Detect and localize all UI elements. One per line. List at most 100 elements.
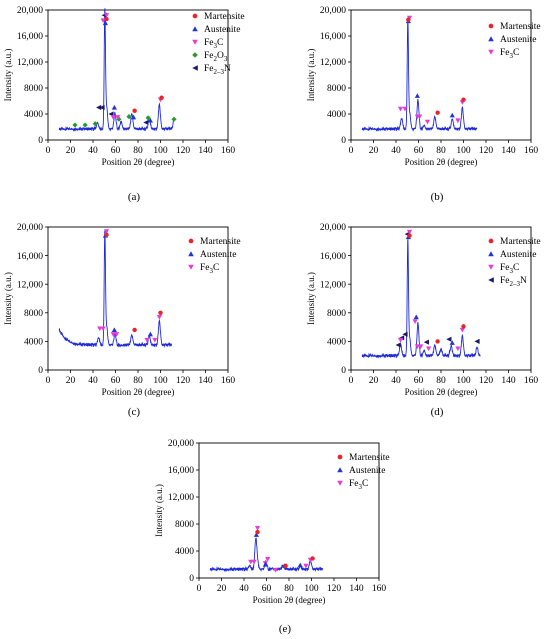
y-tick-label: 4000 — [327, 110, 346, 120]
phase-marker-fe2o3 — [171, 116, 177, 122]
legend-marker-fe2-3n — [488, 277, 494, 283]
y-tick-label: 16,000 — [17, 252, 43, 262]
phase-marker-martensite — [104, 16, 109, 22]
phase-marker-fe2o3 — [92, 121, 98, 127]
y-tick-label: 20,000 — [320, 223, 346, 233]
x-axis-label: Position 2θ (degree) — [102, 387, 175, 397]
x-tick-label: 40 — [391, 146, 401, 156]
phase-marker-fe2o3 — [145, 115, 151, 121]
legend-marker-martensite — [188, 238, 194, 244]
y-tick-label: 8000 — [24, 309, 43, 319]
phase-marker-fe2-3n — [474, 338, 480, 344]
legend-label-martensite: Martensite — [200, 237, 241, 247]
phase-marker-fe2-3n — [143, 119, 149, 126]
chart-panel-a: 0 20 40 60 80 100 120 140 160 0 4000 8000 12,000 16,0… — [3, 6, 245, 203]
legend-marker-martensite — [192, 13, 198, 19]
legend-label-austenite: Austenite — [349, 466, 385, 476]
legend-label-martensite: Martensite — [349, 453, 390, 463]
x-tick-label: 100 — [456, 376, 471, 386]
x-tick-label: 160 — [524, 376, 539, 386]
phase-marker-fe3c — [455, 346, 461, 352]
x-tick-label: 80 — [284, 584, 294, 594]
y-tick-label: 20,000 — [320, 6, 346, 16]
x-tick-label: 160 — [372, 584, 387, 594]
y-tick-label: 20,000 — [17, 6, 43, 16]
x-tick-label: 60 — [414, 376, 424, 386]
phase-marker-fe2-3n — [399, 335, 405, 341]
x-tick-label: 40 — [88, 146, 98, 156]
phase-marker-austenite — [147, 331, 153, 337]
panel-label: (e) — [279, 623, 292, 635]
phase-marker-martensite — [132, 327, 137, 333]
plot-frame — [198, 442, 380, 579]
y-tick-label: 4000 — [24, 110, 43, 120]
x-tick-label: 60 — [111, 146, 121, 156]
phase-marker-fe3c — [424, 119, 431, 125]
legend-label-martensite: Martensite — [500, 237, 541, 247]
phase-marker-fe3c — [152, 337, 158, 343]
legend-label-martensite: Martensite — [204, 12, 245, 22]
phase-marker-martensite — [407, 233, 412, 238]
phase-marker-fe3c — [459, 327, 465, 333]
x-tick-label: 0 — [349, 146, 354, 156]
legend-label-fe3c: Fe3C — [204, 38, 223, 50]
phase-marker-fe3c — [455, 118, 461, 124]
y-tick-label: 12,000 — [320, 58, 346, 68]
phase-marker-fe3c — [100, 326, 106, 332]
x-tick-label: 80 — [436, 146, 446, 156]
phase-marker-fe3c — [414, 344, 420, 350]
phase-marker-fe3c — [265, 557, 271, 562]
y-axis-label: Intensity (a.u.) — [3, 49, 13, 102]
y-tick-label: 0 — [189, 574, 194, 584]
phase-marker-fe3c — [397, 337, 404, 343]
legend-marker-austenite — [488, 251, 494, 257]
legend-marker-fe3c — [192, 39, 198, 45]
phase-marker-austenite — [414, 93, 420, 98]
phase-marker-austenite — [102, 20, 108, 26]
panel-label: (a) — [128, 191, 141, 203]
y-tick-label: 4000 — [327, 338, 346, 348]
legend-marker-martensite — [488, 23, 494, 29]
x-tick-label: 140 — [501, 146, 516, 156]
y-tick-label: 0 — [38, 136, 43, 146]
chart-panel-d: 0 20 40 60 80 100 120 140 160 0 4000 8000 12,000 16,0… — [306, 223, 541, 418]
y-tick-label: 16,000 — [320, 252, 346, 262]
phase-marker-fe3c — [103, 13, 110, 18]
x-tick-label: 60 — [262, 584, 272, 594]
y-tick-label: 16,000 — [17, 32, 43, 42]
x-tick-label: 120 — [327, 584, 342, 594]
phase-marker-austenite — [253, 532, 259, 537]
y-tick-label: 0 — [341, 136, 346, 146]
x-tick-label: 80 — [436, 376, 446, 386]
phase-marker-austenite — [147, 117, 153, 123]
y-tick-label: 4000 — [175, 547, 194, 557]
x-tick-label: 0 — [349, 376, 354, 386]
phase-marker-austenite — [111, 104, 117, 110]
phase-marker-fe2-3n — [402, 331, 408, 337]
panel-label: (b) — [431, 191, 444, 203]
xrd-curve — [361, 18, 478, 133]
y-axis-label: Intensity (a.u.) — [3, 272, 13, 325]
x-tick-label: 0 — [46, 146, 51, 156]
phase-marker-fe2-3n — [423, 339, 429, 345]
x-axis-label: Position 2θ (degree) — [102, 157, 175, 167]
legend-marker-fe2-3n — [192, 65, 198, 71]
phase-marker-martensite — [283, 563, 288, 569]
legend-marker-fe3c — [488, 49, 494, 55]
legend-marker-martensite — [488, 238, 494, 244]
x-tick-label: 60 — [414, 146, 424, 156]
phase-marker-fe3c — [272, 567, 279, 573]
x-tick-label: 20 — [66, 146, 76, 156]
y-tick-label: 16,000 — [320, 32, 346, 42]
plot-frame — [47, 226, 229, 371]
x-tick-label: 120 — [176, 376, 191, 386]
phase-marker-fe2-3n — [96, 104, 102, 111]
x-tick-label: 20 — [369, 146, 379, 156]
phase-marker-fe3c — [254, 525, 261, 531]
legend-marker-fe2o3 — [192, 52, 198, 58]
legend-marker-austenite — [488, 36, 494, 42]
y-tick-label: 8000 — [175, 520, 194, 530]
chart-panel-b: 0 20 40 60 80 100 120 140 160 0 4000 8000 12,000 16,0… — [306, 6, 541, 203]
y-tick-label: 8000 — [327, 309, 346, 319]
